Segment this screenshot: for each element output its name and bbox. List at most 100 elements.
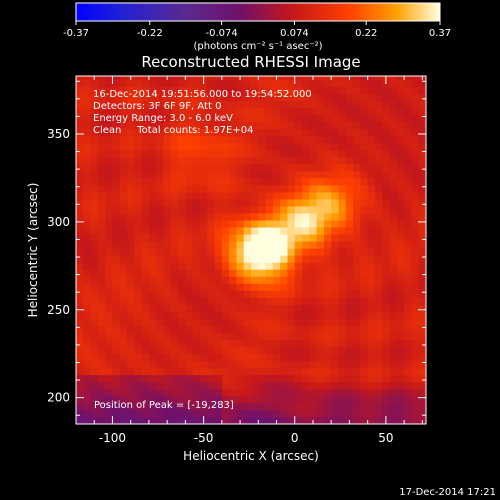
heatmap-cell xyxy=(207,135,215,144)
heatmap-cell xyxy=(287,360,296,369)
heatmap-cell xyxy=(411,163,420,172)
heatmap-cell xyxy=(418,227,426,235)
heatmap-cell xyxy=(287,227,296,235)
heatmap-cell xyxy=(309,402,318,411)
heatmap-cell xyxy=(214,255,223,263)
heatmap-cell xyxy=(83,381,91,390)
heatmap-cell xyxy=(396,184,405,193)
heatmap-cell xyxy=(294,79,303,87)
heatmap-cell xyxy=(112,93,121,102)
heatmap-cell xyxy=(331,290,339,298)
heatmap-cell xyxy=(338,79,347,87)
heatmap-cell xyxy=(119,79,128,87)
heatmap-cell xyxy=(302,262,310,270)
heatmap-cell xyxy=(411,142,420,151)
heatmap-cell xyxy=(396,290,405,298)
heatmap-cell xyxy=(178,325,186,334)
heatmap-cell xyxy=(243,177,252,186)
heatmap-cell xyxy=(83,135,91,144)
heatmap-cell xyxy=(148,388,157,397)
heatmap-cell xyxy=(214,290,223,298)
heatmap-cell xyxy=(105,93,113,102)
heatmap-cell xyxy=(243,163,252,172)
heatmap-cell xyxy=(221,76,230,80)
heatmap-cell xyxy=(294,269,303,277)
heatmap-cell xyxy=(338,353,347,362)
heatmap-cell xyxy=(127,283,135,291)
heatmap-cell xyxy=(199,381,208,390)
heatmap-cell xyxy=(360,199,369,207)
heatmap-cell xyxy=(163,374,172,383)
heatmap-cell xyxy=(396,149,405,158)
heatmap-cell xyxy=(367,297,376,305)
heatmap-cell xyxy=(199,269,208,277)
heatmap-cell xyxy=(345,262,354,270)
heatmap-cell xyxy=(309,318,318,326)
heatmap-cell xyxy=(389,213,398,221)
heatmap-cell xyxy=(374,283,383,291)
heatmap-cell xyxy=(127,234,135,242)
heatmap-cell xyxy=(309,100,318,109)
heatmap-cell xyxy=(163,79,172,87)
heatmap-cell xyxy=(97,367,106,376)
heatmap-cell xyxy=(214,163,223,172)
heatmap-cell xyxy=(207,234,215,242)
heatmap-cell xyxy=(141,86,150,94)
heatmap-cell xyxy=(105,416,113,424)
heatmap-cell xyxy=(105,360,113,369)
heatmap-cell xyxy=(105,220,113,228)
heatmap-cell xyxy=(221,100,230,109)
x-tick-label: 0 xyxy=(291,431,299,445)
heatmap-cell xyxy=(170,121,179,130)
heatmap-cell xyxy=(185,304,194,312)
heatmap-cell xyxy=(367,388,376,397)
heatmap-cell xyxy=(360,206,369,214)
heatmap-cell xyxy=(185,353,194,362)
heatmap-cell xyxy=(287,416,296,424)
heatmap-cell xyxy=(199,297,208,305)
heatmap-cell xyxy=(389,409,398,418)
heatmap-cell xyxy=(105,149,113,158)
heatmap-cell xyxy=(207,114,215,123)
heatmap-cell xyxy=(272,220,281,228)
heatmap-cell xyxy=(134,220,143,228)
heatmap-cell xyxy=(280,269,288,277)
heatmap-cell xyxy=(156,114,164,123)
heatmap-cell xyxy=(258,304,266,312)
heatmap-cell xyxy=(272,381,281,390)
heatmap-cell xyxy=(265,269,274,277)
heatmap-cell xyxy=(112,255,121,263)
heatmap-cell xyxy=(360,395,369,404)
heatmap-cell xyxy=(185,416,194,424)
heatmap-cell xyxy=(192,76,201,80)
heatmap-cell xyxy=(119,395,128,404)
heatmap-cell xyxy=(141,170,150,179)
heatmap-cell xyxy=(170,360,179,369)
heatmap-cell xyxy=(251,360,259,369)
heatmap-cell xyxy=(294,381,303,390)
heatmap-cell xyxy=(127,107,135,116)
heatmap-cell xyxy=(236,79,245,87)
heatmap-cell xyxy=(360,339,369,348)
heatmap-cell xyxy=(265,360,274,369)
heatmap-cell xyxy=(199,276,208,284)
heatmap-cell xyxy=(345,142,354,151)
heatmap-cell xyxy=(265,76,274,80)
heatmap-cell xyxy=(163,227,172,235)
heatmap-cell xyxy=(178,283,186,291)
heatmap-cell xyxy=(316,311,325,319)
heatmap-cell xyxy=(148,86,157,94)
heatmap-cell xyxy=(287,318,296,326)
heatmap-cell xyxy=(105,290,113,298)
heatmap-cell xyxy=(338,213,347,221)
heatmap-cell xyxy=(207,290,215,298)
heatmap-cell xyxy=(192,255,201,263)
heatmap-cell xyxy=(127,206,135,214)
heatmap-cell xyxy=(353,114,361,123)
heatmap-cell xyxy=(323,346,332,355)
heatmap-cell xyxy=(207,402,215,411)
heatmap-cell xyxy=(323,156,332,165)
heatmap-cell xyxy=(353,206,361,214)
heatmap-cell xyxy=(331,220,339,228)
heatmap-cell xyxy=(170,339,179,348)
